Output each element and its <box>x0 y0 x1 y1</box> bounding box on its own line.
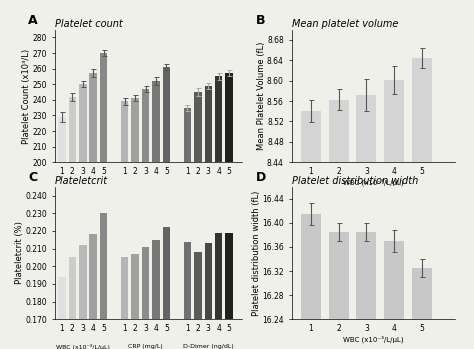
Bar <box>121 102 128 349</box>
Y-axis label: Platelet Count (x10³/L): Platelet Count (x10³/L) <box>22 49 31 143</box>
Bar <box>183 242 191 349</box>
Bar <box>100 213 108 349</box>
Bar <box>301 214 321 349</box>
Text: CRP (mg/L): CRP (mg/L) <box>128 344 163 349</box>
Bar <box>69 97 76 349</box>
Bar <box>142 247 149 349</box>
Bar <box>215 233 222 349</box>
Bar <box>215 76 222 349</box>
Text: D-Dimer (ng/dL): D-Dimer (ng/dL) <box>183 187 234 192</box>
X-axis label: WBC (x10⁻³/L/μL): WBC (x10⁻³/L/μL) <box>343 336 403 343</box>
Text: Plateletcrit: Plateletcrit <box>55 176 108 186</box>
Bar <box>204 86 212 349</box>
Bar <box>412 268 432 349</box>
Bar <box>183 108 191 349</box>
Bar <box>356 232 376 349</box>
Bar <box>58 117 65 349</box>
Bar <box>301 111 321 349</box>
Bar <box>58 277 65 349</box>
Bar <box>328 99 348 349</box>
X-axis label: WBC (x10⁻³/L/μL): WBC (x10⁻³/L/μL) <box>343 179 403 186</box>
Text: A: A <box>28 14 38 27</box>
Bar <box>79 245 87 349</box>
Text: D: D <box>255 171 266 184</box>
Text: CRP (mg/L): CRP (mg/L) <box>128 187 163 192</box>
Y-axis label: Mean Platelet Volume (fL): Mean Platelet Volume (fL) <box>256 42 265 150</box>
Bar <box>69 258 76 349</box>
Bar <box>384 80 404 349</box>
Bar <box>384 241 404 349</box>
Bar <box>131 98 139 349</box>
Text: WBC (x10⁻³/L/μL): WBC (x10⁻³/L/μL) <box>56 187 109 193</box>
Bar <box>194 92 201 349</box>
Text: Mean platelet volume: Mean platelet volume <box>292 19 398 29</box>
Bar <box>163 67 170 349</box>
Text: B: B <box>255 14 265 27</box>
Bar <box>356 95 376 349</box>
Bar <box>163 228 170 349</box>
Bar <box>131 254 139 349</box>
Text: WBC (x10⁻³/L/μL): WBC (x10⁻³/L/μL) <box>56 344 109 349</box>
Bar <box>152 81 160 349</box>
Bar <box>100 53 108 349</box>
Text: D-Dimer (ng/dL): D-Dimer (ng/dL) <box>183 344 234 349</box>
Bar <box>412 58 432 349</box>
Bar <box>90 235 97 349</box>
Text: Platelet distribution width: Platelet distribution width <box>292 176 418 186</box>
Bar <box>142 89 149 349</box>
Bar <box>194 252 201 349</box>
Bar <box>226 233 233 349</box>
Text: C: C <box>28 171 37 184</box>
Y-axis label: Plateletcrit (%): Plateletcrit (%) <box>15 222 24 284</box>
Bar <box>226 73 233 349</box>
Bar <box>152 240 160 349</box>
Y-axis label: Platelet distribution width (fL): Platelet distribution width (fL) <box>252 190 261 316</box>
Bar <box>204 243 212 349</box>
Bar <box>90 73 97 349</box>
Bar <box>328 232 348 349</box>
Text: Platelet count: Platelet count <box>55 19 122 29</box>
Bar <box>121 258 128 349</box>
Bar <box>79 84 87 349</box>
